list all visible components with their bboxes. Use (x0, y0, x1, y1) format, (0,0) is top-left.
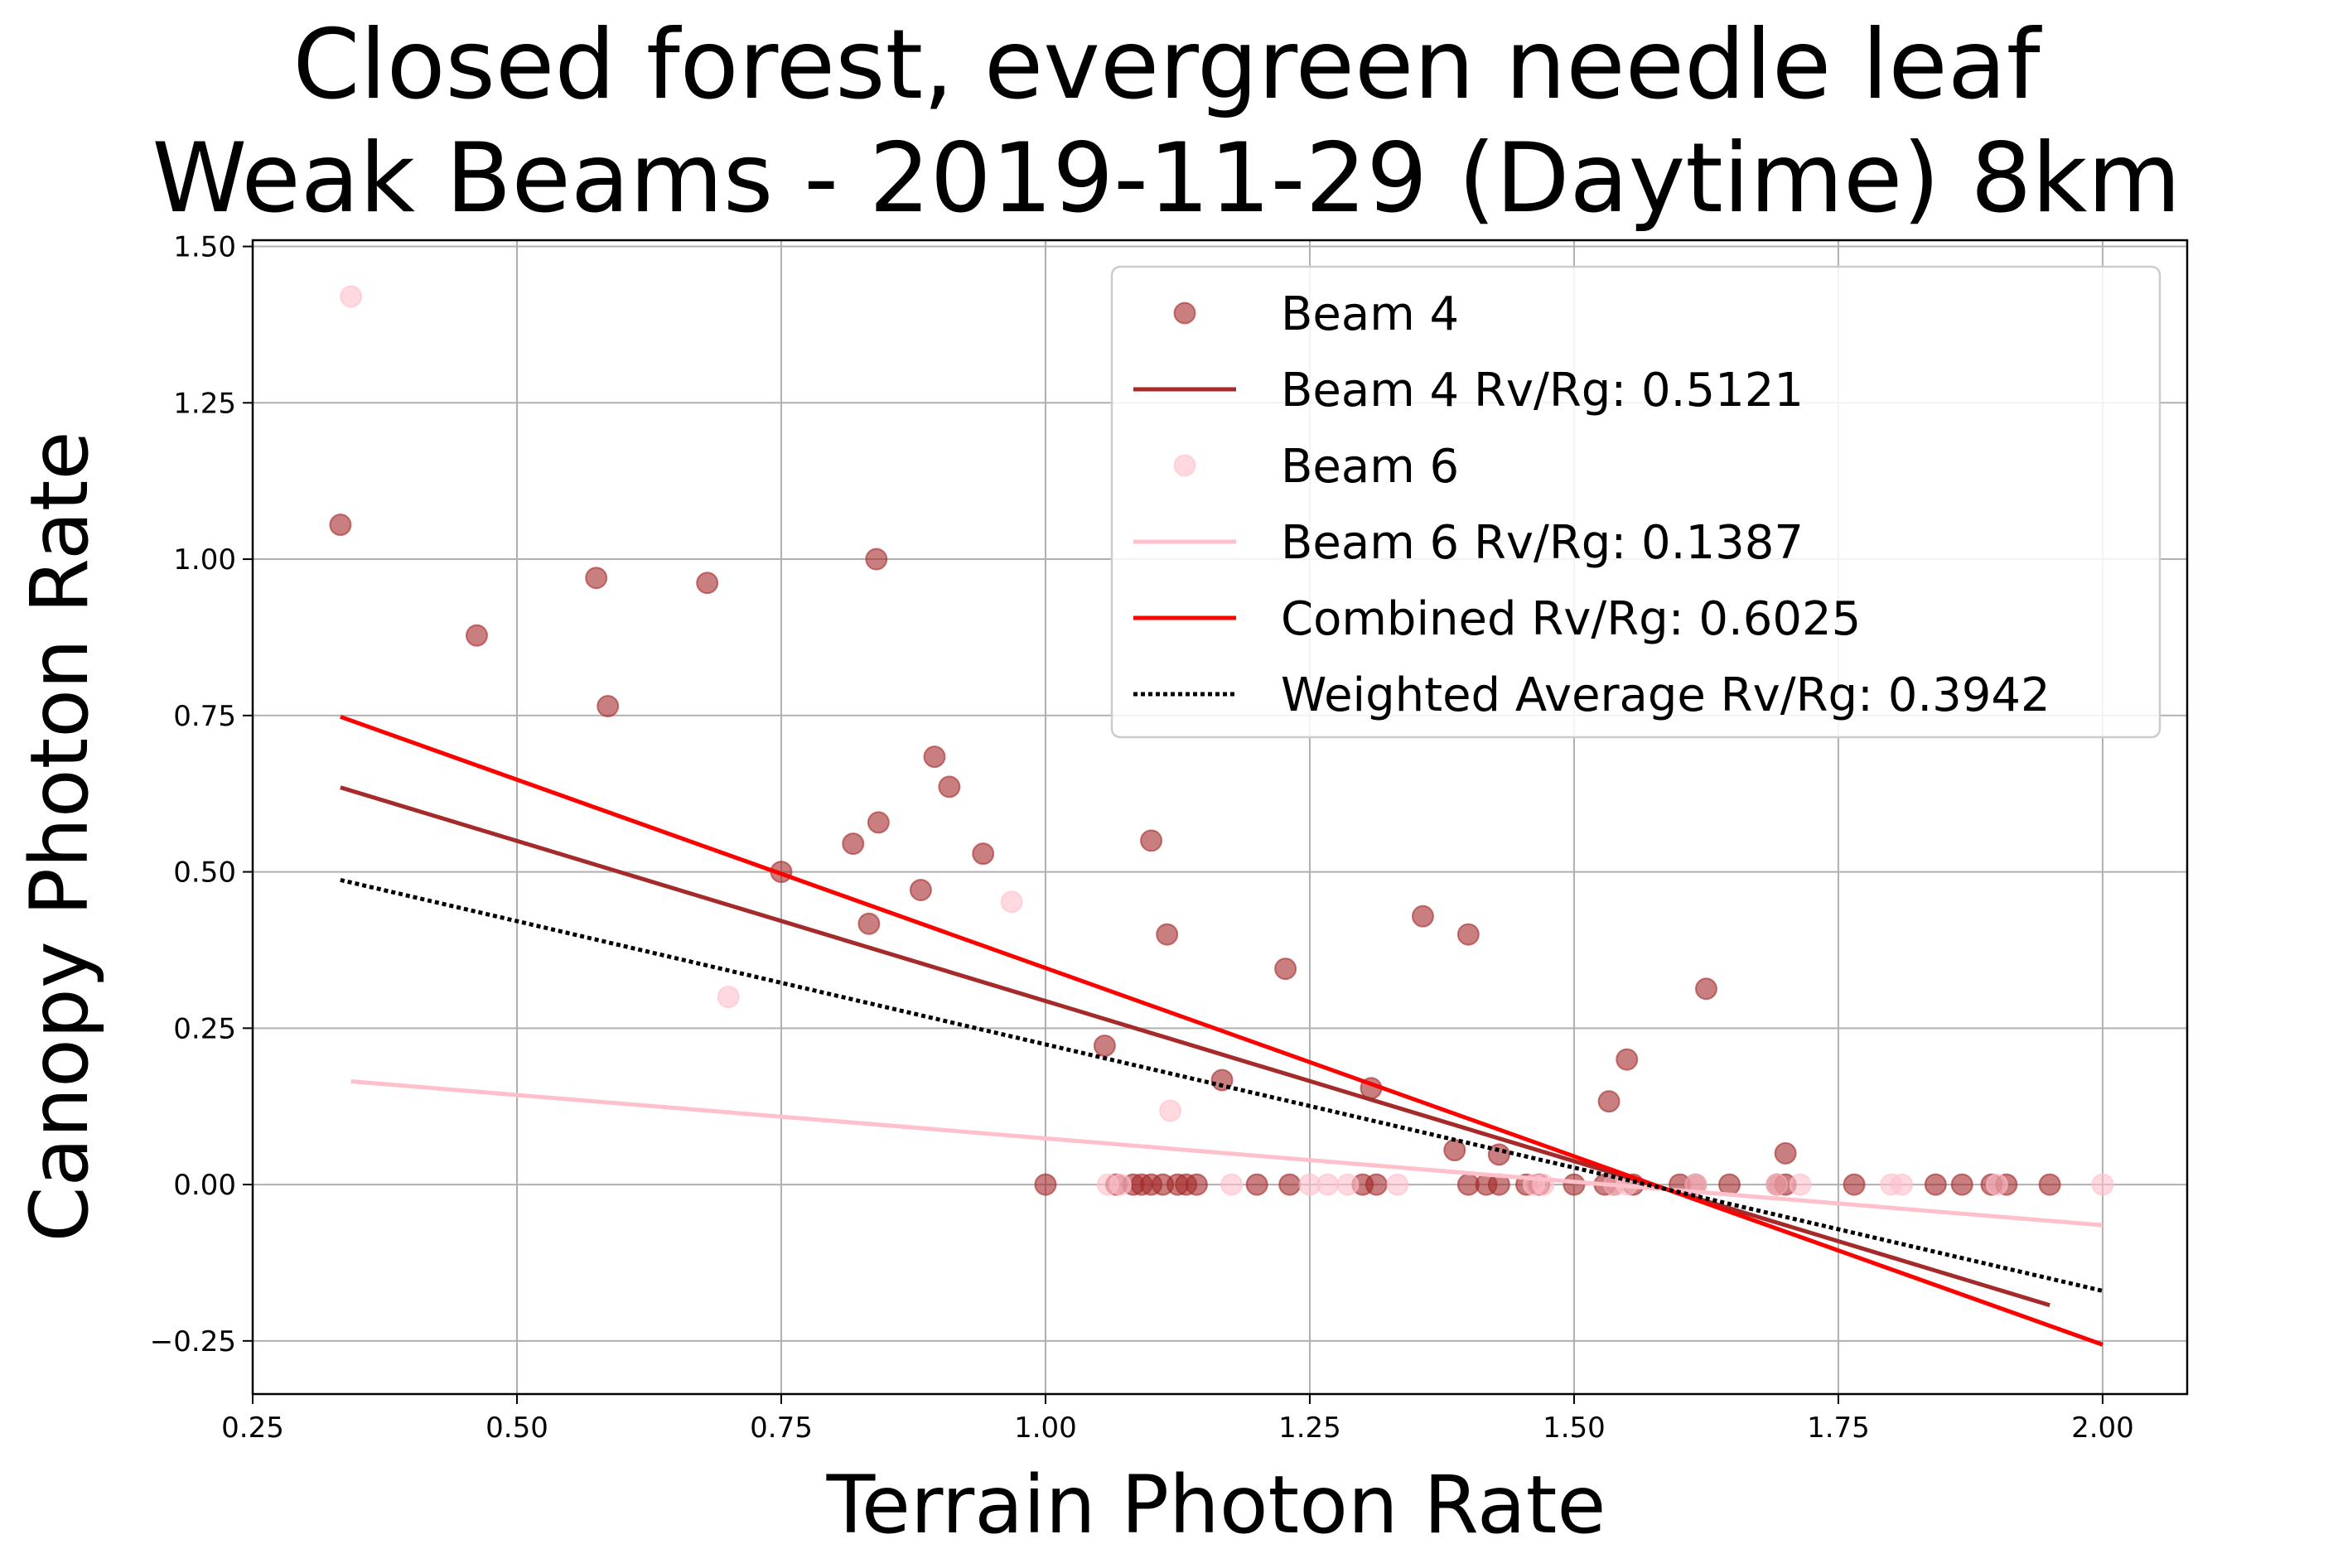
y-tick-label: 0.75 (173, 700, 236, 733)
data-point (1185, 1173, 1208, 1196)
title-line-1: Closed forest, evergreen needle leaf (292, 9, 2042, 121)
y-tick-label: −0.25 (150, 1325, 236, 1358)
y-tick-label: 1.25 (173, 387, 236, 420)
data-point (2038, 1173, 2061, 1196)
legend-entries: Beam 4 Beam 4 Rv/Rg: 0.5121 Beam 6 Beam 6 R… (1133, 287, 2050, 722)
data-point (1765, 1173, 1789, 1196)
data-point (1109, 1173, 1133, 1196)
y-tick-label: 0.50 (173, 856, 236, 890)
data-point (1694, 977, 1717, 1001)
data-point (1890, 1173, 1913, 1196)
y-tick-label: 0.25 (173, 1012, 236, 1045)
x-tick-label: 1.50 (1543, 1411, 1606, 1445)
data-point (1456, 923, 1480, 946)
data-point (865, 548, 888, 571)
legend-entry: Beam 4 Rv/Rg: 0.5121 (1133, 364, 1804, 417)
legend-label: Beam 4 Rv/Rg: 0.5121 (1281, 364, 1804, 417)
data-point (1245, 1173, 1268, 1196)
data-point (1278, 1173, 1302, 1196)
data-point (1789, 1173, 1812, 1196)
x-tick-label: 0.75 (750, 1411, 813, 1445)
data-point (597, 694, 620, 717)
data-point (1159, 1099, 1182, 1122)
series-2-points (340, 285, 2114, 1196)
data-point (696, 572, 719, 595)
data-point (585, 567, 608, 590)
y-axis-label: Canopy Photon Rate (13, 431, 106, 1242)
x-tick-label: 1.00 (1014, 1411, 1077, 1445)
x-axis-label: Terrain Photon Rate (826, 1459, 1606, 1551)
data-point (717, 986, 740, 1009)
data-point (972, 842, 995, 866)
data-point (1336, 1173, 1360, 1196)
data-point (466, 624, 489, 647)
plot-frame (251, 239, 2189, 1396)
data-point (1316, 1173, 1340, 1196)
legend-marker (1173, 302, 1196, 325)
data-point (1220, 1173, 1244, 1196)
data-point (1616, 1048, 1639, 1071)
x-axis-ticks: 0.25 0.50 0.75 1.00 1.25 1.50 1.75 2.00 (221, 1394, 2134, 1445)
legend-entry: Beam 6 Rv/Rg: 0.1387 (1133, 516, 1804, 570)
regression-lines (340, 714, 2104, 1347)
x-tick-label: 1.25 (1278, 1411, 1341, 1445)
legend: Beam 4 Beam 4 Rv/Rg: 0.5121 Beam 6 Beam 6 R… (1110, 265, 2162, 739)
legend-label: Beam 6 (1281, 440, 1459, 494)
data-point (1156, 923, 1179, 946)
data-point (1093, 1034, 1116, 1057)
data-point (1597, 1090, 1621, 1113)
data-point (857, 912, 881, 935)
x-tick-label: 0.25 (221, 1411, 284, 1445)
data-point (1411, 905, 1434, 928)
data-point (1365, 1173, 1388, 1196)
title-line-2: Weak Beams - 2019-11-29 (Daytime) 8km (152, 123, 2181, 234)
y-tick-label: 1.50 (173, 231, 236, 264)
data-point (923, 745, 946, 769)
data-point (867, 811, 890, 834)
data-point (1034, 1173, 1057, 1196)
legend-entry: Combined Rv/Rg: 0.6025 (1133, 592, 1861, 646)
plot-content (329, 285, 2114, 1347)
data-point (1843, 1173, 1866, 1196)
data-point (1718, 1173, 1741, 1196)
data-point (1774, 1141, 1797, 1165)
data-point (1985, 1173, 2008, 1196)
data-point (1140, 829, 1163, 852)
legend-marker (1173, 454, 1196, 477)
series-4-line (340, 714, 2104, 1347)
legend-entry: Beam 4 (1173, 287, 1459, 341)
data-point (1950, 1173, 1973, 1196)
chart-title: Closed forest, evergreen needle leaf Wea… (152, 9, 2181, 234)
legend-entry: Beam 6 (1173, 440, 1459, 494)
data-point (2091, 1173, 2114, 1196)
scatter-points (329, 285, 2114, 1196)
y-tick-label: 1.00 (173, 543, 236, 577)
series-5-line (340, 877, 2104, 1293)
data-point (1386, 1173, 1409, 1196)
legend-box (1110, 265, 2162, 739)
y-tick-label: 0.00 (173, 1169, 236, 1202)
legend-label: Beam 4 (1281, 287, 1459, 341)
legend-label: Beam 6 Rv/Rg: 0.1387 (1281, 516, 1804, 570)
data-point (340, 285, 363, 308)
data-point (1274, 958, 1297, 981)
series-3-line (350, 1079, 2104, 1228)
data-point (1563, 1173, 1586, 1196)
x-tick-label: 2.00 (2071, 1411, 2134, 1445)
data-point (938, 775, 961, 798)
data-point (909, 878, 932, 901)
series-1-line (340, 785, 2050, 1308)
data-point (842, 832, 865, 856)
legend-label: Weighted Average Rv/Rg: 0.3942 (1281, 668, 2050, 722)
data-point (329, 514, 352, 537)
x-tick-label: 0.50 (485, 1411, 548, 1445)
legend-entry: Weighted Average Rv/Rg: 0.3942 (1133, 668, 2050, 722)
legend-label: Combined Rv/Rg: 0.6025 (1281, 592, 1861, 646)
data-point (1000, 890, 1023, 914)
y-axis-ticks: −0.25 0.00 0.25 0.50 0.75 1.00 1.25 1.50 (150, 231, 253, 1358)
x-tick-label: 1.75 (1807, 1411, 1870, 1445)
data-point (1924, 1173, 1947, 1196)
